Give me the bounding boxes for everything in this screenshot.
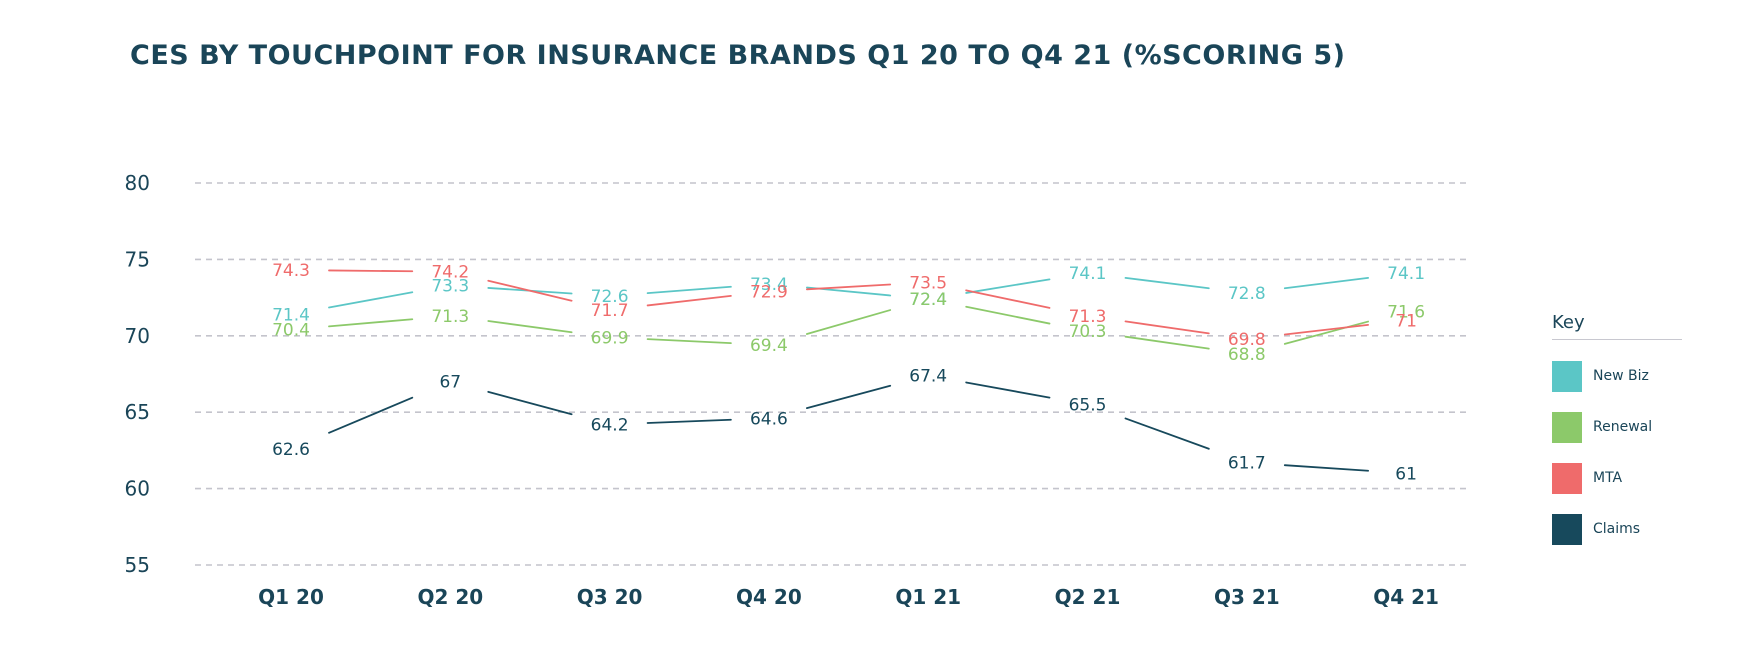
line-segment-mta [1124, 320, 1210, 335]
data-label-mta: 71.3 [1069, 307, 1107, 327]
line-segment-mta [806, 283, 892, 291]
gridlines [195, 182, 1470, 566]
legend-swatch-new-biz [1552, 360, 1582, 392]
line-segment-claims [806, 384, 892, 410]
line-segment-renewal [646, 338, 732, 345]
y-tick-label: 55 [125, 553, 150, 577]
data-label-renewal: 71.6 [1387, 302, 1425, 322]
data-label-mta: 72.9 [750, 282, 788, 302]
legend-label-new-biz: New Biz [1593, 368, 1649, 384]
y-axis-ticks: 55 60 65 70 75 80 [125, 171, 150, 577]
data-label-claims: 62.6 [272, 440, 310, 460]
data-label-renewal: 69.9 [591, 328, 629, 348]
line-segment-claims [646, 418, 732, 424]
line-segment-claims [328, 396, 414, 434]
data-label-mta: 71 [1395, 312, 1417, 332]
legend-swatch-mta [1552, 462, 1582, 494]
data-label-renewal: 72.4 [909, 290, 947, 310]
data-label-renewal: 70.3 [1069, 322, 1107, 342]
line-segment-mta [328, 269, 414, 273]
data-label-claims: 67.4 [909, 367, 947, 387]
x-tick-label: Q2 20 [417, 585, 483, 609]
x-tick-label: Q4 20 [736, 585, 802, 609]
data-label-renewal: 69.4 [750, 336, 788, 356]
data-labels: 71.4 73.3 72.6 73.4 72.4 74.1 72.8 74.1 70.4 71.3… [272, 261, 1425, 484]
line-segment-mta [646, 294, 732, 307]
line-segment-new-biz [328, 291, 414, 309]
legend-item-new-biz: New Biz [1552, 360, 1682, 392]
line-segment-new-biz [646, 285, 732, 295]
x-tick-label: Q3 21 [1214, 585, 1280, 609]
line-segment-claims [1283, 464, 1369, 472]
series-lines [328, 269, 1369, 472]
data-label-new-biz: 72.8 [1228, 284, 1266, 304]
line-segment-mta [487, 279, 573, 302]
data-label-claims: 61 [1395, 464, 1417, 484]
line-segment-new-biz [1124, 276, 1210, 290]
line-segment-claims [965, 381, 1051, 399]
legend: Key New Biz Renewal MTA Claims [1552, 312, 1682, 564]
chart-title: CES BY TOUCHPOINT FOR INSURANCE BRANDS Q… [130, 40, 1346, 71]
legend-label-renewal: Renewal [1593, 419, 1653, 435]
y-tick-label: 65 [125, 400, 150, 424]
data-label-claims: 64.6 [750, 409, 788, 429]
data-label-claims: 67 [439, 373, 461, 393]
line-segment-renewal [1283, 320, 1369, 345]
line-segment-renewal [806, 309, 892, 335]
line-segment-new-biz [1283, 276, 1369, 290]
data-label-mta: 74.3 [272, 261, 310, 281]
data-label-new-biz: 74.1 [1387, 264, 1425, 284]
data-label-new-biz: 74.1 [1069, 264, 1107, 284]
data-label-mta: 69.8 [1228, 330, 1266, 350]
x-tick-label: Q1 21 [895, 585, 961, 609]
legend-item-mta: MTA [1552, 462, 1682, 494]
data-label-mta: 73.5 [909, 273, 947, 293]
line-segment-claims [487, 390, 573, 416]
y-tick-label: 70 [125, 324, 150, 348]
legend-swatch-claims [1552, 513, 1582, 545]
data-label-claims: 65.5 [1069, 396, 1107, 416]
x-axis-ticks: Q1 20 Q2 20 Q3 20 Q4 20 Q1 21 Q2 21 Q3 21 Q4 21 [258, 585, 1439, 609]
line-segment-renewal [328, 318, 414, 328]
line-segment-renewal [487, 320, 573, 334]
data-label-renewal: 70.4 [272, 321, 310, 341]
x-tick-label: Q2 21 [1055, 585, 1121, 609]
data-label-new-biz: 73.3 [431, 276, 469, 296]
line-segment-new-biz [965, 278, 1051, 294]
x-tick-label: Q3 20 [577, 585, 643, 609]
line-segment-renewal [965, 305, 1051, 325]
data-label-new-biz: 72.6 [591, 287, 629, 307]
data-label-claims: 64.2 [591, 415, 629, 435]
data-label-new-biz: 71.4 [272, 305, 310, 325]
line-segment-mta [965, 289, 1051, 309]
data-label-renewal: 71.3 [431, 307, 469, 327]
data-label-new-biz: 72.4 [909, 290, 947, 310]
line-segment-mta [1283, 323, 1369, 336]
data-label-claims: 61.7 [1228, 454, 1266, 474]
data-label-new-biz: 73.4 [750, 275, 788, 295]
legend-label-mta: MTA [1593, 470, 1623, 486]
y-tick-label: 75 [125, 247, 150, 271]
legend-item-renewal: Renewal [1552, 411, 1682, 443]
legend-label-claims: Claims [1593, 521, 1641, 537]
x-tick-label: Q4 21 [1373, 585, 1439, 609]
y-tick-label: 80 [125, 171, 150, 195]
x-tick-label: Q1 20 [258, 585, 324, 609]
legend-item-claims: Claims [1552, 513, 1682, 545]
y-tick-label: 60 [125, 477, 150, 501]
line-segment-renewal [1124, 335, 1210, 350]
data-label-renewal: 68.8 [1228, 345, 1266, 365]
data-label-mta: 71.7 [591, 301, 629, 321]
legend-swatch-renewal [1552, 411, 1582, 443]
data-label-mta: 74.2 [431, 263, 469, 283]
line-segment-claims [1124, 417, 1210, 450]
legend-title: Key [1552, 312, 1682, 340]
